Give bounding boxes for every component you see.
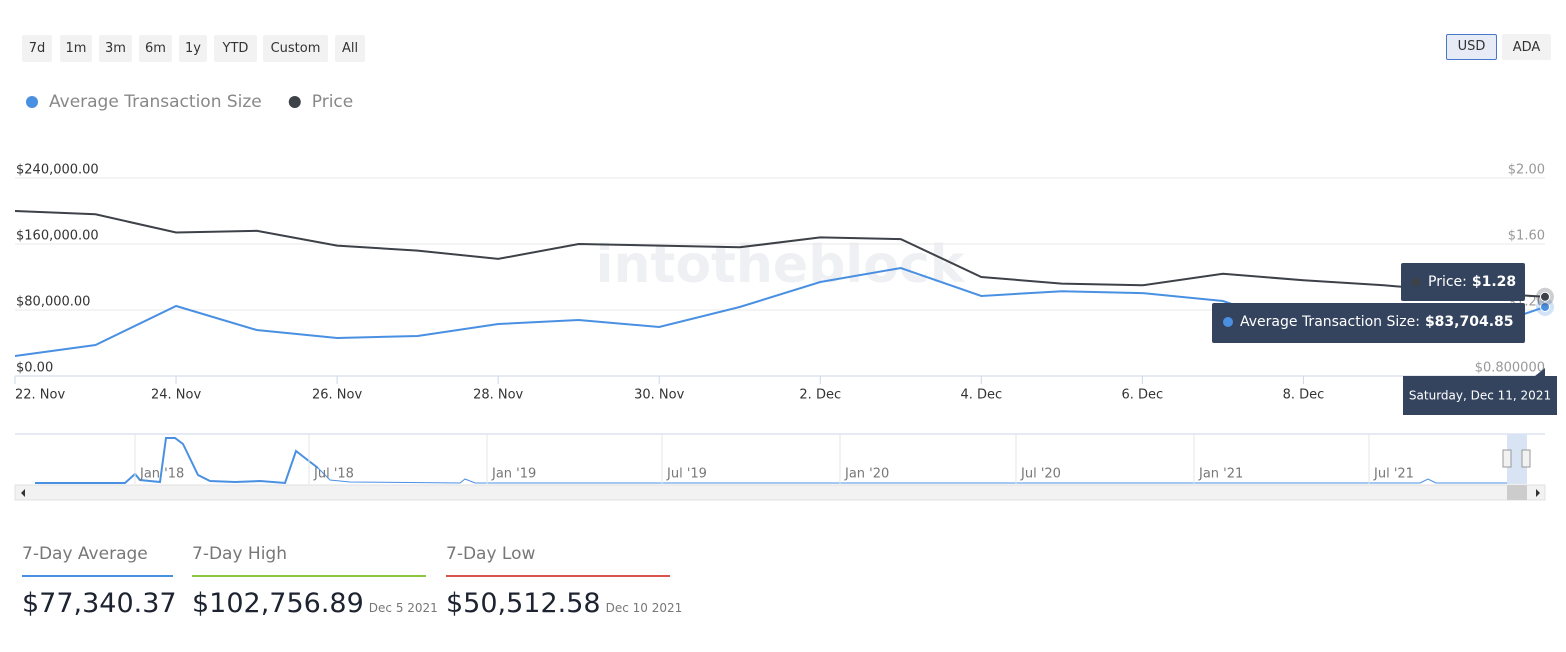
series-line [14,210,1546,298]
navigator-handle[interactable] [1521,449,1531,468]
stat-value: $77,340.37 [22,588,177,619]
navigator-label: Jul '18 [313,467,354,482]
currency-button[interactable]: USD [1446,34,1497,60]
y2-tick-label: $2.00 [1508,163,1545,178]
x-tick-label: 2. Dec [799,388,841,403]
stat-label: 7-Day High [192,544,287,564]
y-tick-label: $240,000.00 [16,163,99,178]
scroll-left[interactable] [21,489,25,497]
tooltip-box [1401,263,1525,301]
chart: intotheblock Average Transaction Size Pri… [14,92,1557,501]
hover-point [1540,291,1550,302]
navigator-label: Jan '21 [1198,467,1243,482]
stat-value: $102,756.89 Dec 5 2021 [192,588,438,619]
stat-value-text: $102,756.89 [192,588,364,619]
range-button[interactable]: Custom [263,35,328,62]
navigator-handle[interactable] [1502,449,1512,468]
x-tick-label: 4. Dec [960,388,1002,403]
scrollbar[interactable] [14,484,1546,501]
scroll-right[interactable] [1536,489,1540,497]
navigator-label: Jul '19 [666,467,707,482]
tooltip-label: Average Transaction Size: [1240,314,1420,330]
navigator-label: Jan '20 [844,467,889,482]
stat-date: Dec 5 2021 [368,601,438,615]
tooltip-value: $1.28 [1472,274,1516,290]
x-tick-label: 6. Dec [1122,388,1164,403]
scrollbar-thumb[interactable] [1507,485,1527,500]
tooltip-label: Price: [1428,274,1467,290]
x-tick-label: 8. Dec [1283,388,1325,403]
stat-label: 7-Day Average [22,544,148,564]
hover-point [1540,301,1550,312]
legend-label: Average Transaction Size [49,92,262,112]
legend-marker [26,96,38,108]
x-tick-label: 30. Nov [634,388,684,403]
stat-value: $50,512.58 Dec 10 2021 [446,588,682,619]
stat-date: Dec 10 2021 [605,601,683,615]
tooltip-marker [1411,277,1421,287]
navigator-label: Jan '18 [139,467,184,482]
y-tick-label: $0.00 [16,361,53,376]
stat-underline [446,575,670,577]
y2-tick-label: $1.60 [1508,229,1545,244]
tooltip-box [1212,303,1525,343]
navigator-label: Jul '21 [1373,467,1414,482]
x-tick-label: 26. Nov [312,388,362,403]
y2-tick-label: $0.800000 [1475,361,1545,376]
x-tick-label: 28. Nov [473,388,523,403]
tooltip-marker [1223,317,1233,327]
legend-marker [288,96,301,108]
stat-underline [22,575,173,577]
stat-underline [192,575,426,577]
stat-value-text: $77,340.37 [22,588,177,619]
x-tick-label: 22. Nov [15,388,65,403]
navigator [14,433,1546,501]
tooltip-date: Saturday, Dec 11, 2021 [1409,389,1551,403]
range-button[interactable]: 1m [60,35,92,62]
tooltip-value: $83,704.85 [1425,314,1514,330]
x-tick-label: 24. Nov [151,388,201,403]
stat-label: 7-Day Low [446,544,536,564]
y-tick-label: $160,000.00 [16,229,99,244]
range-button[interactable]: 1y [179,35,207,62]
stat-value-text: $50,512.58 [446,588,601,619]
navigator-line [35,437,319,485]
currency-button[interactable]: ADA [1502,34,1551,60]
navigator-label: Jul '20 [1020,467,1061,482]
range-button[interactable]: 7d [22,35,52,62]
range-button[interactable]: 3m [99,35,132,62]
navigator-selection[interactable] [1507,434,1527,484]
range-button[interactable]: All [335,35,365,62]
range-button[interactable]: 6m [139,35,172,62]
legend-label: Price [312,92,353,112]
range-button[interactable]: YTD [214,35,257,62]
navigator-line [317,467,1510,484]
navigator-label: Jan '19 [491,467,536,482]
tooltip-box [1403,368,1557,415]
y-tick-label: $80,000.00 [16,295,90,310]
